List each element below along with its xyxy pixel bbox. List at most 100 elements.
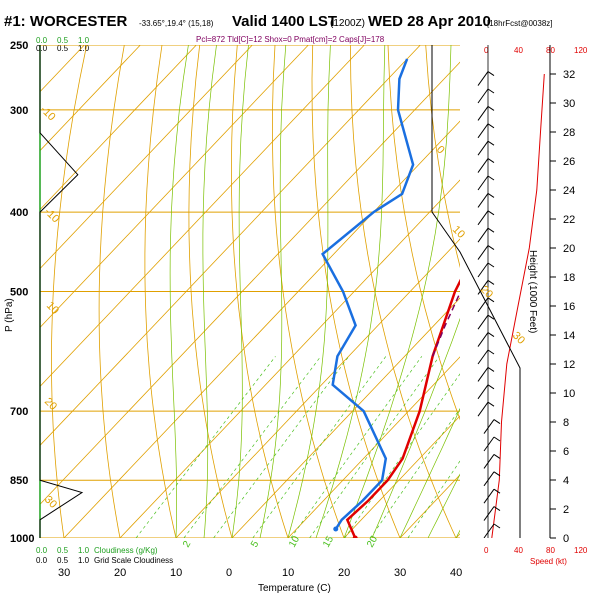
speed-bottom-tick-2: 80	[546, 546, 555, 555]
mixing-ratio-line	[213, 356, 350, 538]
dry-adiabat	[576, 45, 600, 538]
height-tick-label: 16	[563, 301, 575, 313]
moist-adiabat	[231, 45, 249, 538]
moist-adiabat	[169, 45, 189, 538]
wind-barb	[477, 367, 489, 382]
wind-barb-flag	[493, 453, 501, 459]
cloud-top-scale-0: 0.0	[36, 36, 48, 45]
isotherm-line	[40, 45, 365, 388]
wind-barb	[477, 401, 489, 417]
x-axis-title: Temperature (C)	[258, 583, 331, 594]
dry-adiabat	[51, 45, 88, 538]
wind-barb	[477, 262, 489, 278]
temperature-tick-label: 30	[394, 567, 406, 579]
moist-adiabat	[371, 317, 460, 538]
wind-barb	[483, 419, 495, 434]
wind-barb-flag	[493, 523, 501, 529]
isotherm-line	[512, 45, 600, 538]
pressure-tick-label: 850	[10, 475, 28, 487]
cloud-bottom-scale-b-1: 0.5	[57, 556, 69, 565]
valid-time: Valid 1400 LST	[232, 13, 337, 30]
moist-adiabat	[287, 45, 331, 538]
isotherm-line	[40, 45, 253, 270]
moist-adiabat	[202, 45, 217, 538]
cloud-top-scale-b-2: 1.0	[78, 44, 90, 53]
isotherm-line	[63, 120, 460, 538]
wind-barb-flag	[493, 419, 501, 425]
wind-barb	[477, 123, 489, 139]
cloud-top-scale-1: 0.5	[57, 36, 69, 45]
speed-bottom-tick-1: 40	[514, 546, 523, 555]
dry-adiabat	[311, 45, 401, 538]
series-temperature-surface-point	[352, 535, 358, 538]
cloud-top-scale-b-0: 0.0	[36, 44, 48, 53]
isotherm-line	[119, 179, 460, 538]
mixing-ratio-line	[183, 356, 322, 538]
pressure-tick-label: 1000	[10, 533, 34, 545]
wind-barb	[483, 506, 495, 521]
height-tick-label: 14	[563, 330, 575, 342]
temperature-tick-label: 20	[114, 567, 126, 579]
dry-adiabat	[350, 45, 457, 538]
height-tick-label: 2	[563, 504, 569, 516]
height-axis-title: Height (1000 Feet)	[527, 250, 538, 333]
wind-barb-flag	[487, 314, 495, 320]
wind-speed-line	[491, 73, 545, 538]
height-tick-label: 12	[563, 359, 575, 371]
wind-barb	[477, 71, 489, 86]
isotherm-line	[175, 238, 460, 538]
wind-barb-flag	[487, 88, 495, 94]
pressure-tick-label: 400	[10, 207, 28, 219]
wind-barb-flag	[487, 279, 495, 285]
wind-barb	[483, 436, 495, 452]
stability-indices: Pcl=872 Tld[C]=12 Shox=0 Pmat[cm]=2 Caps…	[196, 35, 385, 44]
wind-barb	[477, 158, 489, 173]
mixing-ratio-line	[290, 356, 423, 538]
wind-barb	[477, 245, 489, 260]
wind-barb-flag	[487, 71, 495, 77]
cloud-fraction-line	[39, 45, 84, 538]
dry-adiabat	[144, 45, 177, 538]
wind-barb-flag	[487, 366, 495, 372]
height-tick-label: 8	[563, 417, 569, 429]
wind-barb-flag	[487, 192, 495, 198]
isotherm-line	[40, 45, 141, 152]
cloud-bottom-scale-2: 1.0	[78, 546, 90, 555]
wind-barb-flag	[493, 471, 501, 477]
temperature-tick-label: 40	[450, 567, 462, 579]
wind-barb	[477, 210, 489, 226]
temperature-tick-label: 10	[282, 567, 294, 579]
moist-adiabat	[343, 45, 452, 538]
speed-top-tick-3: 120	[574, 46, 588, 55]
wind-barb-flag	[487, 227, 495, 233]
moist-adiabat	[315, 45, 386, 538]
pressure-tick-label: 300	[10, 105, 28, 117]
pressure-tick-label: 250	[10, 40, 28, 52]
temperature-tick-label: 20	[338, 567, 350, 579]
wind-barb	[477, 314, 489, 330]
mixing-ratio-label: 20	[365, 534, 380, 550]
speed-bottom-tick-0: 0	[484, 546, 489, 555]
mixing-ratio-line	[344, 373, 460, 538]
wind-barb	[477, 106, 489, 121]
cloud-bottom-scale-0: 0.0	[36, 546, 48, 555]
mixing-ratio-line	[309, 356, 440, 538]
wind-barb	[477, 297, 489, 313]
wind-barb-flag	[487, 105, 495, 111]
wind-barb-flag	[487, 245, 495, 251]
height-tick-label: 18	[563, 272, 575, 284]
isotherm-line	[40, 45, 421, 446]
wind-barb	[477, 227, 489, 243]
valid-date: WED 28 Apr 2010	[368, 13, 491, 30]
height-tick-label: 0	[563, 533, 569, 545]
wind-barb-flag	[487, 384, 495, 390]
mixing-ratio-label: 2	[181, 539, 194, 550]
cloud-top-scale-b-1: 0.5	[57, 44, 69, 53]
wind-barb	[477, 175, 489, 191]
wind-barb	[483, 488, 495, 504]
height-tick-label: 32	[563, 69, 575, 81]
wind-barb-flag	[487, 349, 495, 355]
wind-barb	[477, 280, 489, 295]
wind-barb	[477, 384, 489, 400]
